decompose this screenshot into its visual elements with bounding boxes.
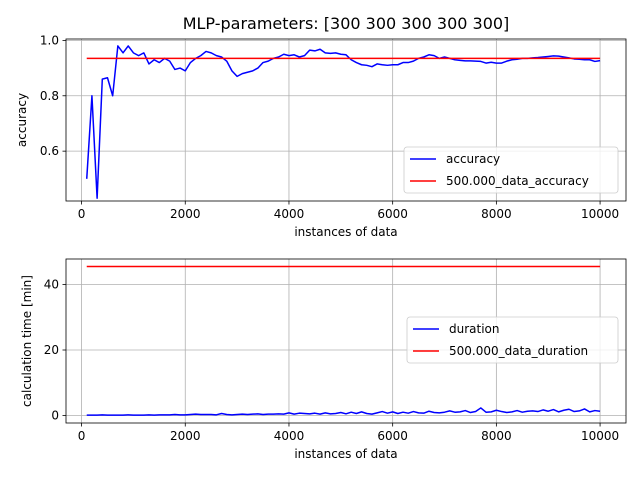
x-tick-label: 8000 [481,207,512,221]
x-tick-label: 0 [78,429,86,443]
chart-title: MLP-parameters: [300 300 300 300 300] [183,14,510,33]
x-tick-label: 10000 [581,207,619,221]
y-tick-label: 1.0 [40,33,59,47]
series-lines [85,45,601,199]
legend-label: duration [449,322,500,336]
y-tick-label: 40 [44,278,59,292]
y-axis-label: calculation time [min] [20,275,34,407]
legend: duration 500.000_data_duration [406,316,619,364]
y-ticks: 0.6 0.8 1.0 [40,33,66,158]
y-tick-label: 0.6 [40,144,59,158]
x-tick-label: 2000 [170,429,201,443]
legend-label: accuracy [446,152,500,166]
x-tick-label: 10000 [581,429,619,443]
x-tick-label: 4000 [274,429,305,443]
series-lines [86,265,601,416]
x-ticks: 0 2000 4000 6000 8000 10000 [78,201,619,221]
y-tick-label: 0 [51,408,59,422]
legend: accuracy 500.000_data_accuracy [403,146,619,194]
axes-frame [65,258,627,424]
x-tick-label: 8000 [481,429,512,443]
axes-frame [65,38,627,202]
legend-label: 500.000_data_duration [449,344,588,358]
legend-box [406,316,619,364]
x-axis-label: instances of data [294,225,397,239]
x-tick-label: 6000 [377,207,408,221]
accuracy-subplot: 0 2000 4000 6000 8000 10000 0.6 0.8 1.0 instanc… [15,33,627,239]
y-tick-label: 20 [44,343,59,357]
x-axis-label: instances of data [294,447,397,461]
x-tick-label: 0 [78,207,86,221]
y-ticks: 0 20 40 [44,278,66,422]
legend-box [403,146,619,194]
x-ticks: 0 2000 4000 6000 8000 10000 [78,423,619,443]
y-axis-label: accuracy [15,93,29,147]
series-line-duration [86,407,601,416]
x-tick-label: 4000 [274,207,305,221]
legend-label: 500.000_data_accuracy [446,174,589,188]
x-tick-label: 2000 [170,207,201,221]
duration-subplot: 0 2000 4000 6000 8000 10000 0 20 40 instances o… [20,258,627,461]
grid-lines [66,39,626,201]
series-line-accuracy [85,45,601,199]
y-tick-label: 0.8 [40,89,59,103]
x-tick-label: 6000 [377,429,408,443]
